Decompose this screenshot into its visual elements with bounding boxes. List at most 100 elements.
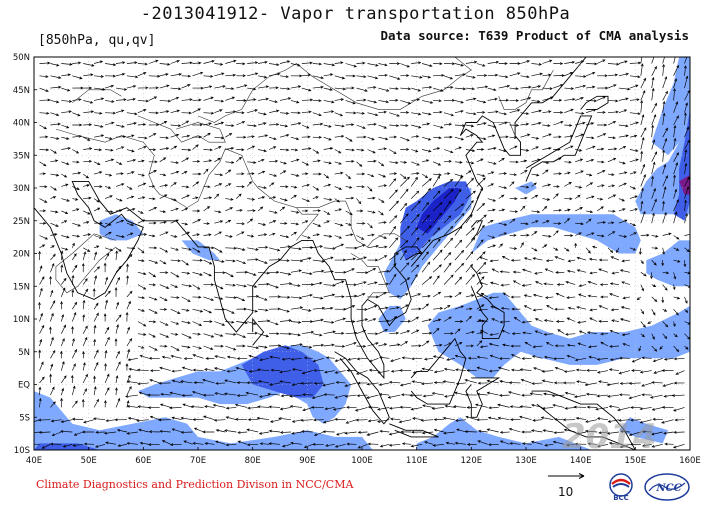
flux-vector (629, 247, 637, 251)
flux-vector (651, 443, 663, 448)
flux-vector (345, 419, 357, 424)
flux-vector (564, 208, 571, 212)
flux-vector (486, 379, 499, 384)
flux-vector (95, 430, 106, 434)
flux-vector (531, 194, 539, 199)
flux-vector (104, 252, 110, 261)
flux-vector (454, 320, 464, 323)
flux-vector (104, 299, 109, 310)
flux-vector (114, 418, 127, 422)
flux-vector (564, 108, 574, 114)
flux-vector (246, 381, 259, 385)
flux-vector (279, 170, 287, 175)
flux-vector (126, 195, 135, 199)
flux-vector (376, 419, 390, 423)
flux-vector (126, 121, 137, 126)
flux-vector (651, 284, 657, 287)
flux-vector (345, 159, 355, 163)
flux-vector (389, 406, 401, 410)
flux-vector (607, 247, 614, 254)
lat-label: 15N (13, 282, 30, 292)
flux-vector (180, 380, 193, 384)
flux-vector (39, 161, 47, 167)
flux-vector (520, 75, 530, 79)
flux-vector (400, 188, 409, 199)
flux-vector (290, 148, 299, 152)
flux-vector (651, 246, 659, 250)
flux-vector (595, 407, 609, 411)
flux-vector (301, 209, 309, 213)
lon-label: 70E (190, 456, 206, 466)
flux-vector (192, 308, 204, 313)
flux-vector (215, 429, 226, 433)
flux-vector (498, 208, 506, 212)
flux-vector (356, 161, 363, 167)
flux-vector (443, 367, 455, 371)
flux-vector (400, 430, 412, 434)
flux-vector (225, 259, 236, 263)
flux-vector (433, 124, 444, 129)
flux-vector (312, 333, 323, 337)
flux-vector (301, 110, 312, 114)
flux-vector (323, 124, 332, 128)
flux-vector (192, 181, 200, 187)
flux-vector (519, 415, 532, 421)
flux-vector (181, 333, 192, 339)
flux-vector (180, 416, 193, 421)
flux-vector (400, 176, 410, 187)
flux-vector (61, 173, 68, 178)
flux-vector (323, 220, 330, 224)
flux-vector (453, 405, 466, 408)
flux-vector (400, 225, 410, 236)
flux-vector (410, 407, 423, 411)
flux-vector (465, 161, 475, 165)
flux-vector (651, 198, 657, 212)
flux-vector (378, 124, 388, 129)
flux-vector (640, 233, 650, 237)
flux-vector (651, 296, 658, 302)
flux-vector (586, 173, 593, 177)
flux-vector (513, 316, 521, 322)
flux-vector (400, 111, 410, 114)
flux-vector (356, 394, 368, 398)
flux-vector (629, 443, 641, 446)
flux-vector (499, 379, 510, 384)
flux-vector (137, 321, 147, 327)
flux-vector (433, 99, 442, 103)
flux-vector (137, 382, 149, 386)
flux-vector (313, 418, 324, 422)
flux-vector (38, 386, 42, 396)
flux-vector (82, 361, 86, 371)
flux-vector (389, 237, 399, 249)
flux-vector (61, 210, 69, 215)
flux-vector (618, 171, 628, 175)
flux-vector (269, 270, 280, 274)
flux-vector (618, 87, 631, 91)
flux-vector (432, 161, 442, 166)
flux-vector (610, 308, 619, 312)
flux-vector (115, 361, 121, 371)
flux-vector (334, 331, 345, 335)
flux-vector (566, 317, 576, 322)
flux-vector (169, 391, 182, 396)
flux-vector (247, 72, 259, 77)
lon-label: 40E (26, 456, 42, 466)
flux-vector (553, 222, 562, 225)
flux-vector (345, 257, 357, 261)
flux-vector (650, 272, 653, 280)
flux-vector (170, 207, 179, 212)
flux-vector (454, 305, 464, 310)
flux-vector (598, 319, 609, 323)
flux-vector (72, 301, 78, 310)
flux-vector (70, 374, 74, 383)
flux-vector (399, 405, 412, 409)
flux-vector (236, 84, 248, 89)
flux-vector (50, 100, 60, 104)
flux-vector (312, 222, 322, 227)
flux-vector (611, 319, 619, 323)
flux-vector (498, 149, 507, 153)
flux-vector (345, 74, 356, 78)
flux-vector (422, 122, 431, 126)
flux-vector (301, 370, 313, 375)
flux-vector (72, 171, 82, 175)
